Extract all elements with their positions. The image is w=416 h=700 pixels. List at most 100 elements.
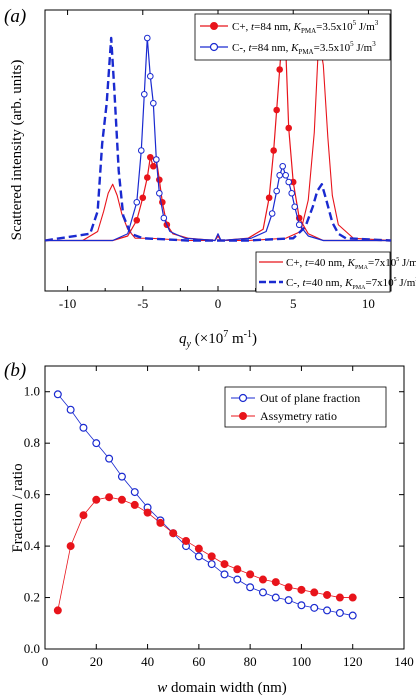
data-point xyxy=(284,596,293,605)
legend-swatch-marker xyxy=(239,412,247,420)
data-point xyxy=(105,493,114,502)
data-point xyxy=(285,178,293,186)
data-point xyxy=(143,508,152,517)
data-point xyxy=(271,593,280,602)
data-point xyxy=(105,454,114,463)
data-point xyxy=(137,147,145,154)
data-point xyxy=(271,578,280,587)
data-point xyxy=(233,565,242,574)
data-point xyxy=(143,34,151,42)
panel-a: (a) -10 -5 0 5 10 Scattered intensity (arb. … xyxy=(4,6,416,350)
data-point xyxy=(133,216,141,224)
data-point xyxy=(153,156,160,163)
panel-b-legend: Out of plane fraction Assymetry ratio xyxy=(224,386,387,428)
data-point xyxy=(335,608,344,617)
data-point xyxy=(182,536,191,545)
panel-a-series xyxy=(44,25,392,242)
panel-a-legend-bottom: C+, t=40 nm, KPMA=7x105 J/m3 C-, t=40 nm… xyxy=(255,251,416,293)
x-tick-label: 40 xyxy=(141,654,154,669)
y-tick-label: 1.0 xyxy=(24,384,40,399)
data-point xyxy=(323,590,332,599)
data-point xyxy=(147,72,154,80)
x-tick-label: -5 xyxy=(137,296,148,311)
data-point xyxy=(169,529,178,538)
data-point xyxy=(53,606,62,615)
y-tick-label: 0.8 xyxy=(24,435,40,450)
panel-b-ticks: 0 20 40 60 80 100 120 140 0.0 0.2 0.4 0.6 0.8 1.0 xyxy=(24,366,414,669)
series-line xyxy=(45,37,392,242)
x-tick-label: 140 xyxy=(394,654,414,669)
data-point xyxy=(323,606,332,615)
data-point xyxy=(156,189,163,197)
data-point xyxy=(233,575,242,584)
data-point xyxy=(194,552,203,561)
data-point xyxy=(139,194,147,202)
data-point xyxy=(273,106,280,114)
data-point xyxy=(79,511,88,520)
data-point xyxy=(117,472,126,481)
legend-entry-a2: C-, t=84 nm, KPMA=3.5x105 J/m3 xyxy=(232,40,376,56)
data-point xyxy=(79,423,88,432)
y-tick-label: 0.2 xyxy=(24,590,40,605)
data-point xyxy=(130,488,139,497)
data-point xyxy=(265,194,273,202)
x-tick-label: -10 xyxy=(59,296,76,311)
legend-b-box xyxy=(224,386,387,428)
legend-swatch-marker xyxy=(238,393,248,403)
data-point xyxy=(220,560,229,569)
data-point xyxy=(66,405,75,414)
panel-a-label: (a) xyxy=(4,6,26,27)
data-point xyxy=(258,575,267,584)
data-point xyxy=(258,588,267,597)
y-tick-label: 0.6 xyxy=(24,487,41,502)
data-point xyxy=(150,99,157,107)
legend-bottom-box xyxy=(255,251,391,293)
data-point xyxy=(348,611,357,620)
data-point xyxy=(285,124,293,132)
panel-a-xlabel: qy (×107 m-1) xyxy=(179,329,257,350)
data-point xyxy=(133,198,141,206)
data-point xyxy=(284,583,293,592)
data-point xyxy=(66,542,75,551)
x-tick-label: 100 xyxy=(292,654,312,669)
data-point xyxy=(246,570,255,579)
x-tick-label: 120 xyxy=(343,654,363,669)
data-point xyxy=(297,585,306,594)
panel-b-label: (b) xyxy=(4,360,26,381)
series-line xyxy=(45,28,391,242)
data-point xyxy=(270,147,277,154)
legend-entry-a3: C+, t=40 nm, KPMA=7x105 J/m3 xyxy=(286,257,416,271)
data-point xyxy=(310,603,319,612)
y-tick-label: 0.0 xyxy=(24,641,40,656)
data-point xyxy=(147,153,154,161)
series-line xyxy=(57,394,353,616)
data-point xyxy=(295,221,303,229)
x-tick-label: 60 xyxy=(192,654,205,669)
x-tick-label: 10 xyxy=(362,296,375,311)
data-point xyxy=(246,583,255,592)
y-tick-label: 0.4 xyxy=(24,538,41,553)
data-point xyxy=(117,495,126,504)
panel-b-xlabel: w domain width (nm) xyxy=(157,680,287,696)
data-point xyxy=(143,174,151,181)
data-point xyxy=(140,90,148,98)
data-point xyxy=(150,162,157,170)
data-point xyxy=(291,203,299,211)
panel-b-ylabel: Fraction / ratio xyxy=(10,463,26,552)
data-point xyxy=(268,210,276,217)
x-tick-label: 0 xyxy=(215,296,222,311)
x-tick-label: 80 xyxy=(244,654,257,669)
x-tick-label: 5 xyxy=(290,296,297,311)
data-point xyxy=(194,544,203,553)
data-point xyxy=(288,189,296,197)
legend-entry-b2: Assymetry ratio xyxy=(260,409,337,423)
data-point xyxy=(220,570,229,579)
panel-b: (b) 0 20 40 60 80 100 120 140 0.0 0.2 0.4 0.6 0.8 1.0… xyxy=(4,360,414,696)
series-line xyxy=(44,36,392,242)
data-point xyxy=(53,390,62,399)
data-point xyxy=(348,593,357,602)
legend-swatch-marker xyxy=(210,22,218,30)
data-point xyxy=(130,500,139,509)
legend-entry-a4: C-, t=40 nm, KPMA=7x105 J/m3 xyxy=(286,277,416,291)
data-point xyxy=(276,171,283,179)
